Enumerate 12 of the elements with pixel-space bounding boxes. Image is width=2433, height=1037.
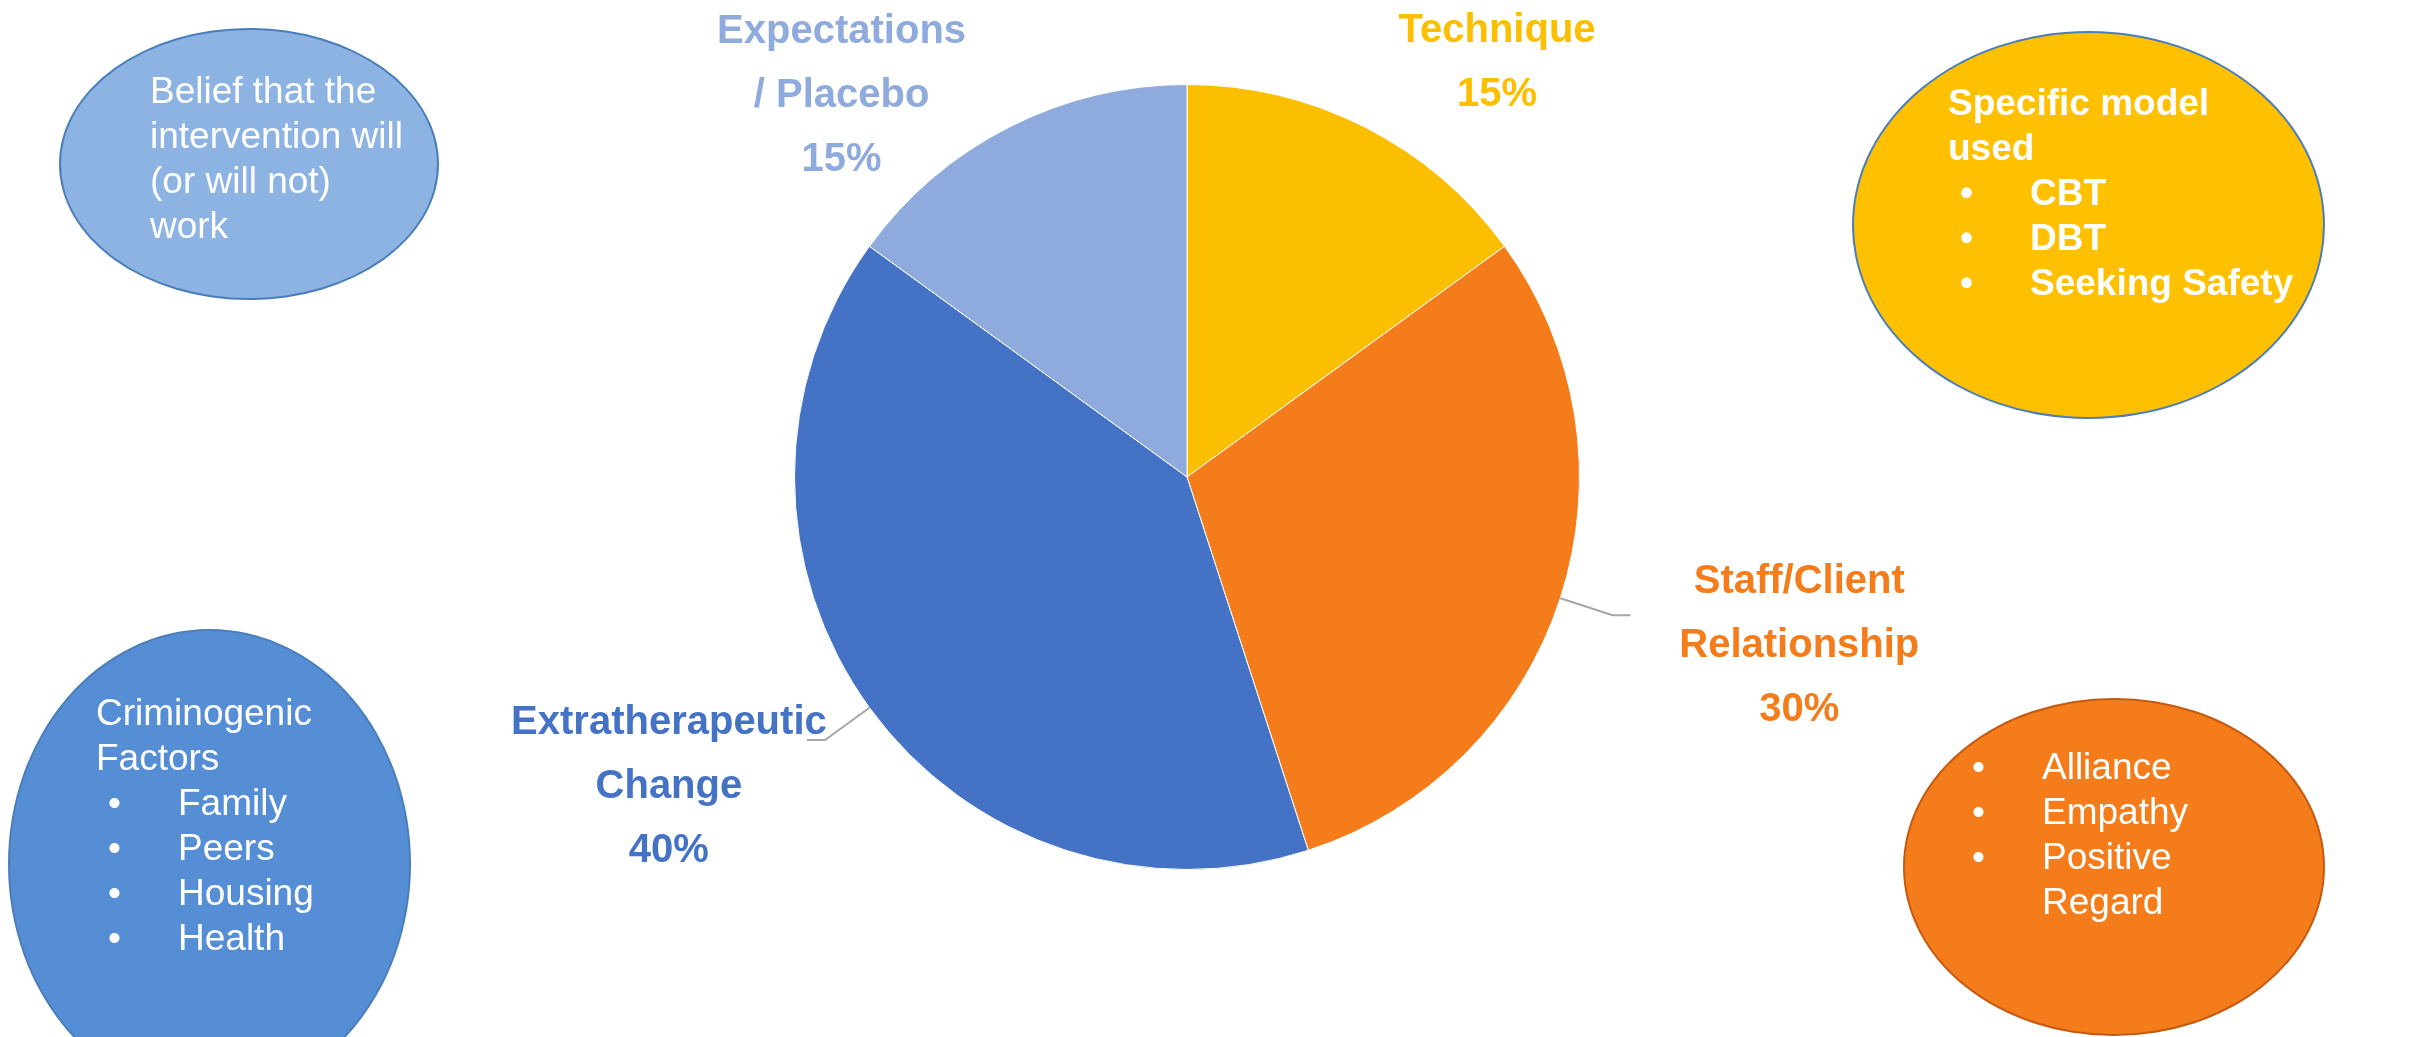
slice-label: Expectations / Placebo — [717, 7, 967, 116]
data-label: 15% — [1457, 69, 1538, 114]
text: Belief that the intervention will (or will not) work — [150, 69, 404, 248]
text: Specific model used • CBT • DBT • Seeking Safety — [1948, 82, 2294, 303]
slice-label: Technique — [1398, 5, 1596, 50]
slice-label: Extratherapeutic Change — [511, 698, 827, 807]
text: • Alliance • Empathy • Positive Regard — [1972, 746, 2189, 922]
data-label: 15% — [801, 135, 882, 180]
data-label: 30% — [1759, 684, 1840, 729]
slice-label: Staff/Client Relationship — [1679, 556, 1920, 665]
text: Criminogenic Factors • Family • Peers • Housing • Health — [96, 692, 314, 958]
data-label: 40% — [628, 826, 709, 871]
